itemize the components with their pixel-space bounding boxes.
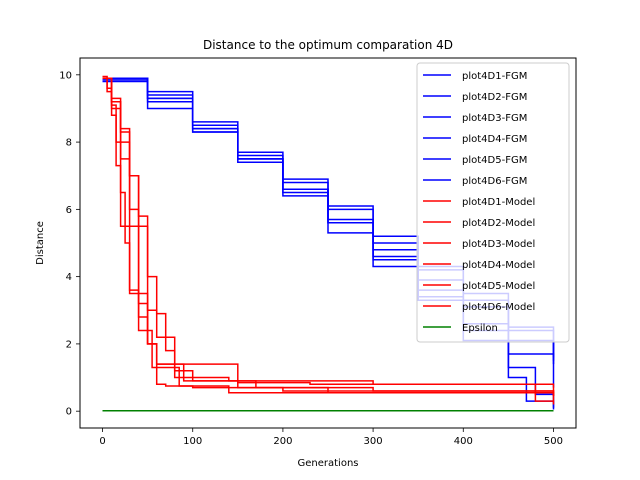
- chart-title: Distance to the optimum comparation 4D: [203, 38, 453, 52]
- axes-frame: [79, 57, 577, 429]
- x-axis: 0 100 200 300 400 500: [99, 428, 563, 447]
- legend-label: plot4D4-FGM: [462, 134, 527, 145]
- y-tick-label: 4: [66, 272, 72, 283]
- x-tick-label: 300: [364, 436, 383, 447]
- y-tick-label: 2: [66, 339, 72, 350]
- legend-label: plot4D3-FGM: [462, 113, 527, 124]
- y-tick-label: 0: [66, 407, 72, 418]
- legend-label: plot4D5-FGM: [462, 155, 527, 166]
- plot-area: [102, 75, 555, 412]
- y-axis-title: Distance: [35, 221, 46, 265]
- legend-label: plot4D2-FGM: [462, 92, 527, 103]
- series-line-plot4d6-model: [102, 77, 554, 402]
- x-tick-label: 0: [99, 436, 105, 447]
- legend-label: plot4D1-Model: [462, 197, 535, 208]
- x-axis-title: Generations: [298, 458, 359, 469]
- legend-label: plot4D5-Model: [462, 281, 535, 292]
- x-tick-label: 400: [454, 436, 473, 447]
- y-tick-label: 10: [59, 70, 72, 81]
- y-axis: 0 2 4 6 8 10: [59, 70, 80, 418]
- x-tick-label: 500: [544, 436, 563, 447]
- y-tick-label: 6: [66, 205, 72, 216]
- series-line-plot4d6-fgm: [102, 77, 555, 408]
- legend-label: plot4D1-FGM: [462, 71, 527, 82]
- x-tick-label: 200: [273, 436, 292, 447]
- y-tick-label: 8: [66, 138, 72, 149]
- legend-label: plot4D6-Model: [462, 302, 535, 313]
- legend-label: Epsilon: [462, 323, 498, 334]
- legend-label: plot4D3-Model: [462, 239, 535, 250]
- legend: plot4D1-FGM plot4D2-FGM plot4D3-FGM plot4D4…: [416, 62, 570, 343]
- x-tick-label: 100: [183, 436, 202, 447]
- legend-label: plot4D6-FGM: [462, 176, 527, 187]
- legend-label: plot4D4-Model: [462, 260, 535, 271]
- legend-label: plot4D2-Model: [462, 218, 535, 229]
- legend-box: [416, 62, 570, 343]
